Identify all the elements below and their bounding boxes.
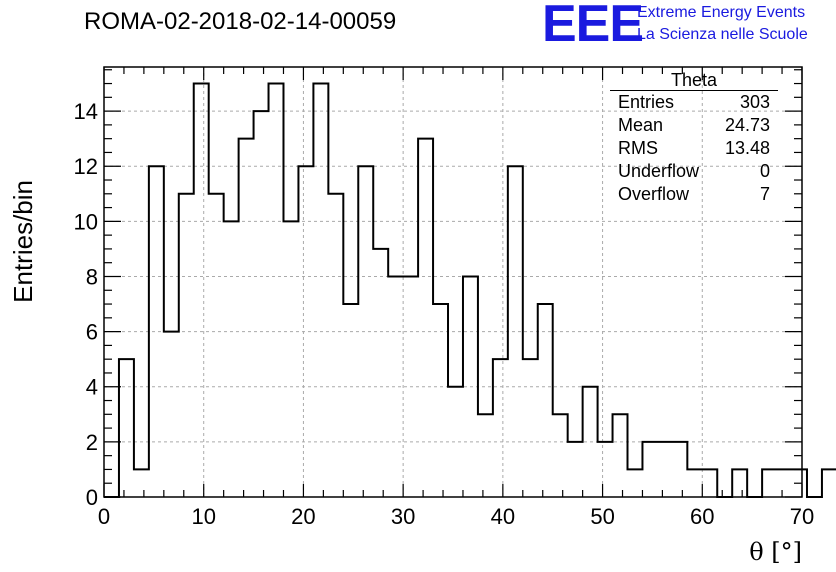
stats-row-mean: Mean 24.73 [610,114,778,137]
stats-row-overflow: Overflow 7 [610,183,778,206]
stats-label: Entries [618,92,675,112]
x-axis-ticks: 0 10 20 30 40 50 60 70 [98,67,814,529]
logo-line-1: Extreme Energy Events [637,4,806,21]
x-tick-label: 40 [491,504,515,529]
y-tick-label: 4 [86,375,98,400]
x-tick-label: 20 [291,504,315,529]
y-tick-label: 12 [74,154,98,179]
stats-label: Mean [618,115,664,135]
eee-logo: EEE [542,0,644,53]
y-tick-label: 14 [74,99,98,124]
x-tick-label: 0 [98,504,110,529]
y-tick-label: 10 [74,209,98,234]
y-tick-label: 8 [86,264,98,289]
stats-label: RMS [618,138,658,158]
stats-value: 7 [759,184,770,204]
stats-row-underflow: Underflow 0 [610,160,778,183]
x-tick-label: 70 [790,504,814,529]
stats-row-rms: RMS 13.48 [610,137,778,160]
x-tick-label: 10 [191,504,215,529]
stats-title: Theta [610,70,778,91]
stats-value: 13.48 [724,138,770,158]
x-tick-label: 30 [391,504,415,529]
plot-border [103,66,803,498]
x-axis-label: θ [°] [749,538,802,566]
stats-value: 24.73 [724,115,770,135]
x-tick-label: 60 [690,504,714,529]
y-axis-label: Entries/bin [8,180,38,303]
stats-value: 303 [739,92,770,112]
y-tick-label: 2 [86,430,98,455]
stats-label: Underflow [618,161,700,181]
stats-value: 0 [759,161,770,181]
y-tick-label: 6 [86,320,98,345]
histogram-series [104,82,836,498]
stats-label: Overflow [618,184,690,204]
x-tick-label: 50 [590,504,614,529]
logo-line-2: La Scienza nelle Scuole [637,26,808,43]
stats-row-entries: Entries 303 [610,91,778,114]
y-tick-label: 0 [86,485,98,510]
stats-box: Theta Entries 303 Mean 24.73 RMS 13.48 U… [610,70,778,206]
plot-frame [103,66,803,498]
chart-title: ROMA-02-2018-02-14-00059 [84,8,397,35]
y-axis-ticks: 0 2 4 6 8 10 12 14 [74,69,802,510]
